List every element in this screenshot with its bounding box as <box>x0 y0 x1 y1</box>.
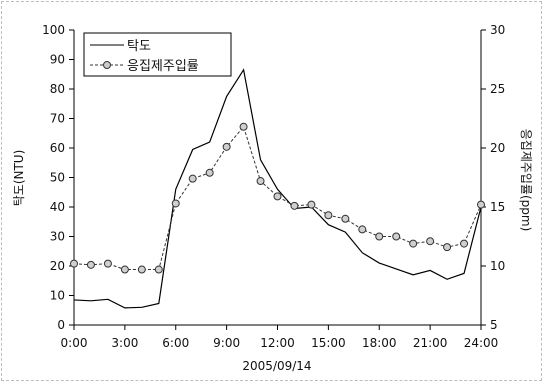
series-coagulant-point <box>154 265 163 274</box>
right-tick-label: 20 <box>490 141 505 155</box>
series-coagulant-point <box>137 265 146 274</box>
left-tick-label: 50 <box>50 171 65 185</box>
left-tick-label: 20 <box>50 259 65 273</box>
series-coagulant-point <box>70 259 78 268</box>
left-tick-label: 0 <box>57 318 65 332</box>
series-coagulant-point <box>205 168 214 177</box>
x-tick-label: 18:00 <box>362 336 397 350</box>
x-axis-label: 2005/09/14 <box>242 359 311 373</box>
x-tick-label: 3:00 <box>111 336 138 350</box>
series-coagulant-point <box>426 237 435 246</box>
legend-label-turbidity: 탁도 <box>127 39 151 54</box>
x-tick-label: 12:00 <box>260 336 295 350</box>
right-y-axis: 5 10 15 20 25 30 <box>481 23 505 332</box>
legend: 탁도 응집제주입률 <box>83 32 232 77</box>
series-coagulant-point <box>307 200 316 209</box>
series-layer <box>70 68 485 309</box>
series-coagulant-point <box>222 142 231 151</box>
left-tick-label: 30 <box>50 230 65 244</box>
series-coagulant-point <box>341 214 350 223</box>
series-coagulant-point <box>324 211 333 220</box>
x-tick-label: 24:00 <box>464 336 499 350</box>
right-y-axis-label: 응집제주입률(ppm) <box>519 129 533 232</box>
series-coagulant-point <box>375 232 384 241</box>
left-y-axis-label: 탁도(NTU) <box>12 150 26 207</box>
series-coagulant-point <box>86 260 95 269</box>
left-tick-label: 90 <box>50 53 65 67</box>
left-tick-label: 80 <box>50 82 65 96</box>
series-coagulant-point <box>256 177 265 186</box>
left-tick-label: 100 <box>42 23 65 37</box>
legend-marker-coagulant <box>103 61 111 69</box>
series-coagulant-point <box>409 239 418 248</box>
left-tick-label: 40 <box>50 200 65 214</box>
legend-label-coagulant: 응집제주입률 <box>127 59 199 74</box>
series-coagulant-point <box>188 174 197 183</box>
x-tick-label: 0:00 <box>61 336 88 350</box>
x-tick-label: 15:00 <box>311 336 346 350</box>
series-turbidity-line <box>73 68 482 309</box>
x-tick-label: 21:00 <box>413 336 448 350</box>
series-coagulant-point <box>392 232 401 241</box>
series-coagulant-point <box>239 122 248 131</box>
series-coagulant-point <box>171 199 180 208</box>
right-tick-label: 15 <box>490 200 505 214</box>
right-tick-label: 5 <box>490 318 498 332</box>
right-tick-label: 10 <box>490 259 505 273</box>
series-coagulant-point <box>460 239 469 248</box>
series-coagulant-point <box>103 259 112 268</box>
legend-box <box>83 32 232 77</box>
series-coagulant-point <box>477 200 485 209</box>
x-tick-label: 9:00 <box>213 336 240 350</box>
right-tick-label: 30 <box>490 23 505 37</box>
series-coagulant-point <box>273 192 282 201</box>
series-coagulant-point <box>290 201 299 210</box>
series-coagulant-point <box>443 243 452 252</box>
x-tick-label: 6:00 <box>162 336 189 350</box>
left-tick-label: 70 <box>50 112 65 126</box>
right-tick-label: 25 <box>490 82 505 96</box>
series-coagulant-point <box>358 225 367 234</box>
left-tick-label: 10 <box>50 289 65 303</box>
x-axis: 0:00 3:00 6:00 9:00 12:00 15:00 18:00 21:00 24:0… <box>61 325 499 350</box>
series-coagulant-point <box>120 265 129 274</box>
left-y-axis: 0 10 20 30 40 50 60 70 80 90 100 <box>42 23 74 332</box>
left-tick-label: 60 <box>50 141 65 155</box>
